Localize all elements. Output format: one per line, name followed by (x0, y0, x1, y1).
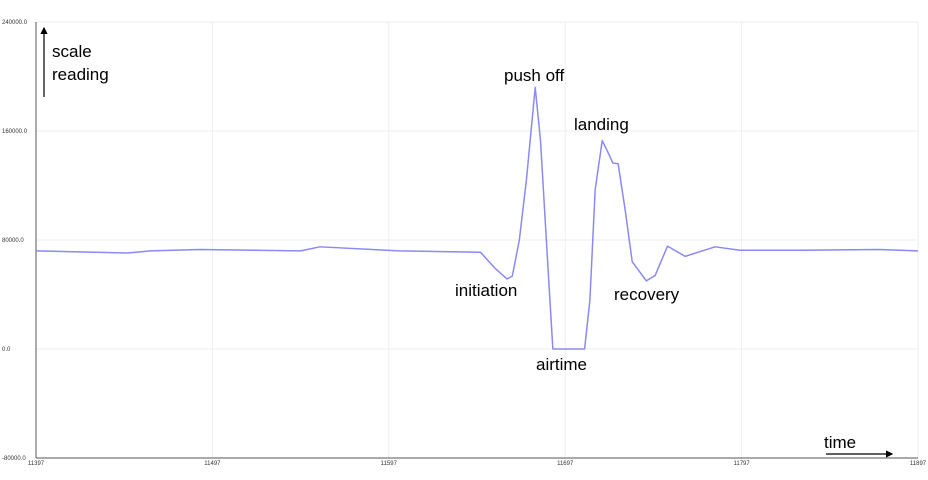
annotation: push off (504, 66, 564, 85)
x-tick-label: 11397 (28, 461, 45, 467)
y-label: scale (52, 42, 92, 61)
y-tick-label: 0.0 (2, 347, 11, 353)
y-tick-label: 240000.0 (2, 20, 28, 26)
x-label: time (824, 433, 856, 452)
data-line (35, 86, 919, 350)
y-tick-label: -80000.0 (2, 456, 26, 462)
y-tick-label: 80000.0 (2, 238, 24, 244)
annotation: recovery (614, 285, 680, 304)
x-tick-label: 11497 (204, 461, 221, 467)
x-tick-label: 11697 (557, 461, 574, 467)
y-tick-label: 160000.0 (2, 129, 28, 135)
y-label: reading (52, 65, 109, 84)
annotation: landing (574, 115, 629, 134)
x-tick-label: 11897 (910, 461, 927, 467)
annotation: initiation (455, 281, 517, 300)
x-tick-label: 11597 (381, 461, 398, 467)
annotation: airtime (536, 355, 587, 374)
x-tick-label: 11797 (733, 461, 750, 467)
